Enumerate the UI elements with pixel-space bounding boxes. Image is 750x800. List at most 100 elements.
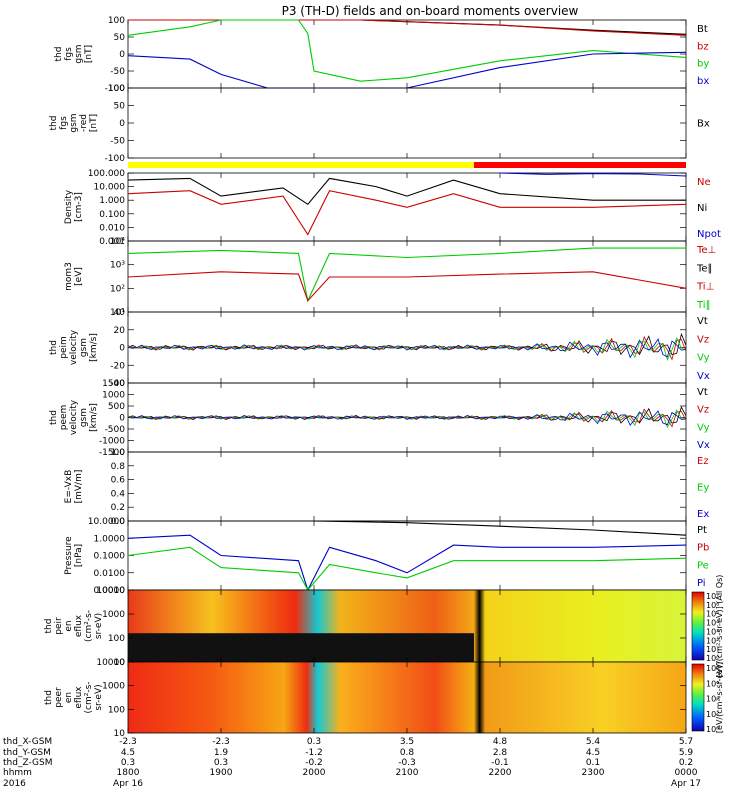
- y-axis-label-line: mom3: [64, 262, 74, 291]
- y-tick-label: 1000: [102, 682, 125, 692]
- legend-entry-Bt: Bt: [697, 24, 708, 35]
- y-tick-label: 0.8: [111, 462, 126, 472]
- y-tick-label: 1500: [102, 379, 125, 389]
- series-temperature-Te⊥: [127, 271, 687, 302]
- colorbar-title: [eV/(cm²-s-sr-eV)]: [715, 662, 724, 733]
- velocity-trace: [127, 338, 687, 359]
- footer-z-gsm: 0.3: [121, 758, 135, 768]
- coordinate-bar-red: [473, 162, 686, 168]
- y-tick-label: -50: [110, 137, 125, 147]
- panel-ion-eflux: 10⁷10⁶10⁵10⁴10³10²10¹10⁰[eV/(cm²-s-sr-eV…: [44, 575, 724, 678]
- y-tick-label: 1.000: [99, 196, 125, 206]
- footer-y-gsm: 4.5: [586, 748, 600, 758]
- footer-group: thd_X-GSMthd_Y-GSMthd_Z-GSMhhmm2016-2.34…: [3, 737, 701, 789]
- footer-y-gsm: -1.2: [305, 748, 323, 758]
- y-axis-label-line: peim: [59, 336, 69, 359]
- legend-entry-Vz: Vz: [697, 405, 709, 416]
- series-fgs-gsm-by: [127, 19, 687, 82]
- footer-x-gsm: 3.5: [400, 737, 414, 747]
- legend-entry-Ne: Ne: [697, 177, 711, 188]
- footer-row-label: 2016: [3, 779, 26, 789]
- y-tick-label: 10000: [96, 658, 125, 668]
- y-tick-label: 10: [114, 658, 126, 668]
- colorbar-tick-label: 10³: [706, 627, 719, 636]
- y-axis-label-line: eflux: [74, 686, 84, 709]
- y-axis-label-line: [nPa]: [74, 544, 84, 567]
- legend-entry-Te∥: Te∥: [696, 263, 713, 274]
- y-tick-label: 0.0100: [94, 569, 126, 579]
- y-tick-label: 500: [108, 402, 125, 412]
- y-tick-label: 100: [108, 705, 125, 715]
- y-tick-label: 0: [119, 50, 125, 60]
- y-tick-label: 0.1000: [94, 552, 126, 562]
- y-axis-label-line: thd: [54, 47, 64, 62]
- y-tick-label: 10⁴: [110, 237, 125, 247]
- y-tick-label: 1000: [102, 610, 125, 620]
- panel-pressure: 10.0000 1.0000 0.1000 0.0100 0.0010 Pressure[…: [64, 517, 709, 596]
- y-axis-label-line: [nT]: [89, 114, 99, 132]
- y-axis-label-line: fgs: [59, 116, 69, 130]
- colorbar-tick-label: 10⁰: [706, 725, 719, 734]
- series-fgs-gsm-bz: [128, 19, 687, 36]
- y-tick-label: -20: [110, 361, 125, 371]
- y-tick-label: 10000: [96, 586, 125, 596]
- y-tick-label: -100: [105, 84, 126, 94]
- footer-z-gsm: -0.3: [398, 758, 416, 768]
- colorbar-tick-label: 10⁸: [706, 664, 719, 673]
- y-tick-label: 20: [114, 326, 126, 336]
- y-tick-label: 10.000: [94, 183, 126, 193]
- y-axis-label-line: gsm: [74, 44, 84, 63]
- figure-title: P3 (TH-D) fields and on-board moments ov…: [282, 4, 579, 18]
- footer-row-label: thd_Y-GSM: [3, 748, 51, 758]
- y-tick-label: 0: [119, 119, 125, 129]
- footer-hhmm: 2300: [582, 768, 605, 778]
- panel-fgs-gsm-red: 100 50 0 -50 -100 thd fgs gsm -red [nT] Bx: [49, 84, 710, 164]
- spectrogram-electron-eflux: [128, 662, 686, 733]
- y-axis-label-line: en: [64, 620, 74, 631]
- axes-frame-pressure: [127, 520, 687, 591]
- legend-entry-Pe: Pe: [697, 560, 709, 571]
- colorbar-tick-label: 10¹: [706, 645, 719, 654]
- legend-entry-Pt: Pt: [697, 525, 707, 536]
- y-axis-label-line: sr-eV): [94, 684, 104, 710]
- velocity-trace: [127, 410, 687, 426]
- legend-entry-Pi: Pi: [697, 578, 706, 589]
- velocity-trace: [127, 337, 687, 361]
- y-axis-label-line: E=-VxB: [64, 470, 74, 504]
- y-axis-label-line: [cm-3]: [74, 192, 84, 222]
- colorbar-tick-label: 10⁰: [706, 654, 719, 663]
- legend-entry-Ey: Ey: [697, 483, 709, 494]
- y-axis-label-line: thd: [49, 410, 59, 425]
- legend-entry-Vy: Vy: [697, 353, 710, 364]
- footer-z-gsm: 0.1: [586, 758, 600, 768]
- y-tick-label: 50: [114, 33, 126, 43]
- y-tick-label: 10: [114, 729, 126, 739]
- footer-x-gsm: 5.7: [679, 737, 693, 747]
- footer-row-label: thd_Z-GSM: [3, 758, 52, 768]
- footer-date: Apr 16: [113, 779, 143, 789]
- panel-fgs-gsm: 100 50 0 -50 -100 thd fgs gsm [nT] Bt bz by bx: [54, 16, 709, 94]
- y-tick-label: 0.010: [99, 223, 125, 233]
- y-tick-label: 100.000: [88, 169, 125, 179]
- colorbar-tick-label: 10⁶: [706, 601, 719, 610]
- y-axis-label-line: [nT]: [84, 45, 94, 63]
- y-axis-label-line: thd: [44, 690, 54, 705]
- y-tick-label: -1500: [99, 448, 125, 458]
- series-density-Ni: [127, 177, 686, 206]
- y-axis-label-line: Density: [64, 189, 74, 224]
- axes-frame-fgs-gsm-red: [127, 87, 687, 159]
- footer-hhmm: 2100: [396, 768, 419, 778]
- coordinate-bar: [128, 162, 686, 168]
- legend-entry-Npot: Npot: [697, 229, 721, 240]
- footer-date: Apr 17: [671, 779, 701, 789]
- y-tick-label: 1.0000: [94, 534, 126, 544]
- series-temperature-Ti∥: [127, 247, 686, 303]
- footer-row-label: thd_X-GSM: [3, 737, 52, 747]
- footer-x-gsm: -2.3: [212, 737, 230, 747]
- y-axis-label-line: -red: [79, 114, 89, 132]
- y-tick-label: 0.100: [99, 210, 125, 220]
- y-tick-label: 100: [108, 634, 125, 644]
- y-tick-label: -500: [105, 425, 126, 435]
- y-axis-label-line: (cm²-s-: [84, 610, 94, 642]
